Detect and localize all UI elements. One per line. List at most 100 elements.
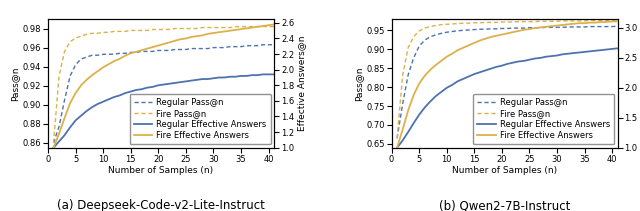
Fire Effective Answers bbox=[592, 21, 600, 24]
Regular Pass@n bbox=[105, 53, 113, 55]
Regular Pass@n bbox=[548, 26, 556, 28]
Regular Pass@n bbox=[248, 45, 256, 47]
Regular Effective Answers bbox=[232, 76, 239, 78]
Fire Effective Answers bbox=[504, 32, 511, 35]
Fire Pass@n bbox=[509, 21, 516, 23]
Fire Effective Answers bbox=[122, 54, 129, 57]
Fire Pass@n bbox=[564, 20, 572, 22]
Fire Pass@n bbox=[432, 24, 440, 27]
Fire Pass@n bbox=[476, 22, 484, 24]
Line: Fire Effective Answers: Fire Effective Answers bbox=[397, 21, 618, 148]
Fire Pass@n bbox=[127, 29, 134, 32]
Regular Pass@n bbox=[553, 26, 561, 28]
Y-axis label: Effective Answers@n: Effective Answers@n bbox=[297, 36, 306, 131]
Regular Pass@n bbox=[608, 25, 616, 28]
Fire Effective Answers bbox=[393, 146, 401, 149]
Fire Effective Answers bbox=[270, 23, 278, 26]
Fire Pass@n bbox=[88, 32, 96, 35]
Regular Effective Answers bbox=[237, 75, 244, 77]
Fire Effective Answers bbox=[154, 44, 162, 47]
Fire Effective Answers bbox=[476, 39, 484, 42]
Regular Effective Answers bbox=[520, 60, 528, 62]
Fire Pass@n bbox=[536, 20, 544, 23]
Regular Effective Answers bbox=[209, 77, 217, 80]
Regular Pass@n bbox=[481, 28, 489, 30]
Regular Pass@n bbox=[592, 25, 600, 28]
Regular Effective Answers bbox=[94, 103, 102, 105]
Fire Effective Answers bbox=[498, 33, 506, 36]
Fire Pass@n bbox=[182, 27, 189, 30]
Regular Pass@n bbox=[531, 26, 539, 29]
Legend: Regular Pass@n, Fire Pass@n, Regular Effective Answers, Fire Effective Answers: Regular Pass@n, Fire Pass@n, Regular Eff… bbox=[130, 94, 271, 144]
Regular Effective Answers bbox=[132, 89, 140, 91]
Fire Effective Answers bbox=[608, 20, 616, 23]
Fire Effective Answers bbox=[570, 23, 577, 25]
Regular Pass@n bbox=[122, 52, 129, 55]
Fire Pass@n bbox=[215, 26, 223, 29]
Regular Pass@n bbox=[498, 27, 506, 30]
Regular Pass@n bbox=[449, 30, 456, 33]
Regular Pass@n bbox=[399, 103, 406, 106]
Regular Pass@n bbox=[460, 29, 467, 32]
Regular Pass@n bbox=[265, 43, 273, 46]
Fire Pass@n bbox=[603, 19, 611, 22]
Regular Pass@n bbox=[476, 28, 484, 30]
Regular Effective Answers bbox=[515, 60, 522, 63]
Regular Effective Answers bbox=[432, 95, 440, 97]
Regular Effective Answers bbox=[226, 76, 234, 78]
Fire Pass@n bbox=[504, 21, 511, 23]
Fire Pass@n bbox=[105, 31, 113, 34]
Fire Pass@n bbox=[470, 22, 478, 24]
Fire Pass@n bbox=[116, 30, 124, 33]
Regular Effective Answers bbox=[449, 84, 456, 86]
Fire Effective Answers bbox=[410, 94, 417, 96]
Fire Pass@n bbox=[542, 20, 550, 23]
Fire Pass@n bbox=[580, 20, 588, 22]
Fire Effective Answers bbox=[525, 28, 533, 30]
Regular Pass@n bbox=[72, 64, 79, 66]
Regular Pass@n bbox=[204, 47, 212, 50]
Fire Pass@n bbox=[83, 33, 90, 35]
Fire Effective Answers bbox=[564, 23, 572, 26]
Fire Effective Answers bbox=[509, 31, 516, 33]
Fire Effective Answers bbox=[83, 78, 90, 81]
Regular Pass@n bbox=[421, 39, 429, 41]
Regular Pass@n bbox=[504, 27, 511, 30]
Text: (b) Qwen2-7B-Instruct: (b) Qwen2-7B-Instruct bbox=[439, 199, 570, 211]
Regular Effective Answers bbox=[105, 98, 113, 101]
Regular Pass@n bbox=[237, 45, 244, 48]
Regular Effective Answers bbox=[476, 71, 484, 74]
Fire Pass@n bbox=[498, 21, 506, 23]
Regular Effective Answers bbox=[454, 80, 461, 83]
Regular Effective Answers bbox=[410, 122, 417, 124]
Regular Effective Answers bbox=[138, 88, 145, 91]
Fire Pass@n bbox=[188, 27, 195, 30]
Regular Pass@n bbox=[77, 58, 85, 60]
Fire Pass@n bbox=[248, 25, 256, 28]
Fire Effective Answers bbox=[449, 53, 456, 55]
Regular Effective Answers bbox=[548, 55, 556, 57]
Regular Effective Answers bbox=[553, 54, 561, 57]
Regular Pass@n bbox=[536, 26, 544, 29]
Regular Pass@n bbox=[160, 49, 168, 52]
Fire Effective Answers bbox=[72, 92, 79, 94]
Fire Pass@n bbox=[449, 23, 456, 25]
Fire Pass@n bbox=[410, 35, 417, 38]
Regular Pass@n bbox=[94, 54, 102, 57]
Fire Effective Answers bbox=[553, 24, 561, 27]
Fire Pass@n bbox=[575, 20, 583, 22]
Regular Effective Answers bbox=[421, 106, 429, 109]
Fire Effective Answers bbox=[61, 117, 68, 119]
Fire Pass@n bbox=[437, 23, 445, 26]
Regular Effective Answers bbox=[492, 66, 500, 68]
Fire Pass@n bbox=[614, 19, 621, 22]
Regular Pass@n bbox=[415, 45, 423, 47]
Line: Fire Pass@n: Fire Pass@n bbox=[397, 20, 618, 138]
Fire Pass@n bbox=[492, 21, 500, 24]
Fire Effective Answers bbox=[559, 24, 566, 26]
Fire Pass@n bbox=[61, 50, 68, 53]
Regular Pass@n bbox=[226, 45, 234, 48]
Fire Effective Answers bbox=[487, 36, 495, 38]
Fire Pass@n bbox=[243, 25, 250, 28]
Fire Effective Answers bbox=[597, 21, 605, 23]
